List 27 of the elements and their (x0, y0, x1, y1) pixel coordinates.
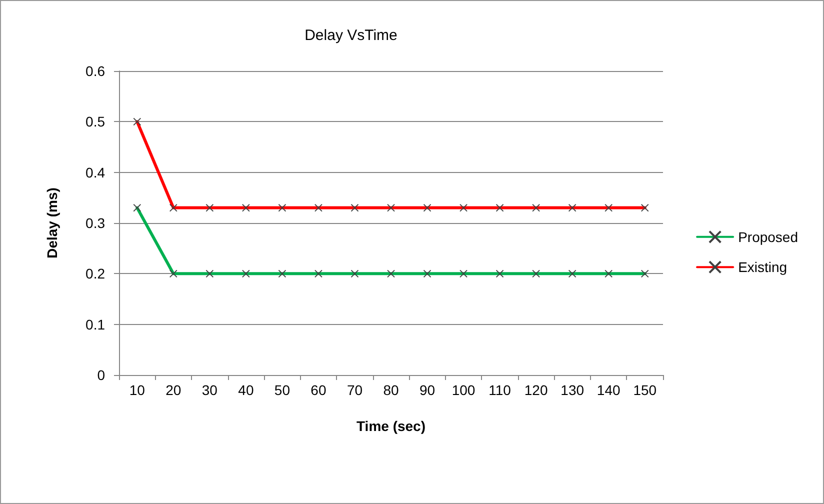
x-tick-label: 130 (560, 382, 584, 398)
y-axis-title: Delay (ms) (44, 188, 60, 258)
y-tick-label: 0 (97, 367, 106, 383)
legend-label: Existing (738, 259, 788, 276)
y-tick-label: 0.6 (86, 63, 106, 79)
y-tick-label: 0.1 (86, 316, 106, 332)
y-tick-label: 0.5 (86, 114, 106, 130)
x-tick-label: 30 (202, 382, 218, 398)
y-tick-label: 0.3 (86, 215, 106, 231)
x-tick-label: 40 (238, 382, 254, 398)
x-tick-label: 60 (310, 382, 326, 398)
chart-title: Delay VsTime (304, 27, 398, 44)
x-tick-label: 120 (524, 382, 548, 398)
y-tick-label: 0.4 (86, 164, 106, 180)
x-tick-label: 10 (129, 382, 146, 398)
x-tick-label: 150 (633, 382, 657, 398)
x-tick-label: 50 (274, 382, 290, 398)
x-tick-label: 90 (419, 382, 436, 398)
x-tick-label: 140 (596, 382, 620, 398)
x-tick-label: 100 (452, 382, 476, 398)
x-axis-title: Time (sec) (356, 418, 426, 434)
legend-label: Proposed (738, 228, 798, 245)
x-tick-label: 70 (346, 382, 363, 398)
y-tick-label: 0.2 (86, 266, 106, 282)
x-tick-label: 110 (488, 382, 512, 398)
x-tick-label: 20 (166, 382, 182, 398)
x-tick-label: 80 (383, 382, 399, 398)
